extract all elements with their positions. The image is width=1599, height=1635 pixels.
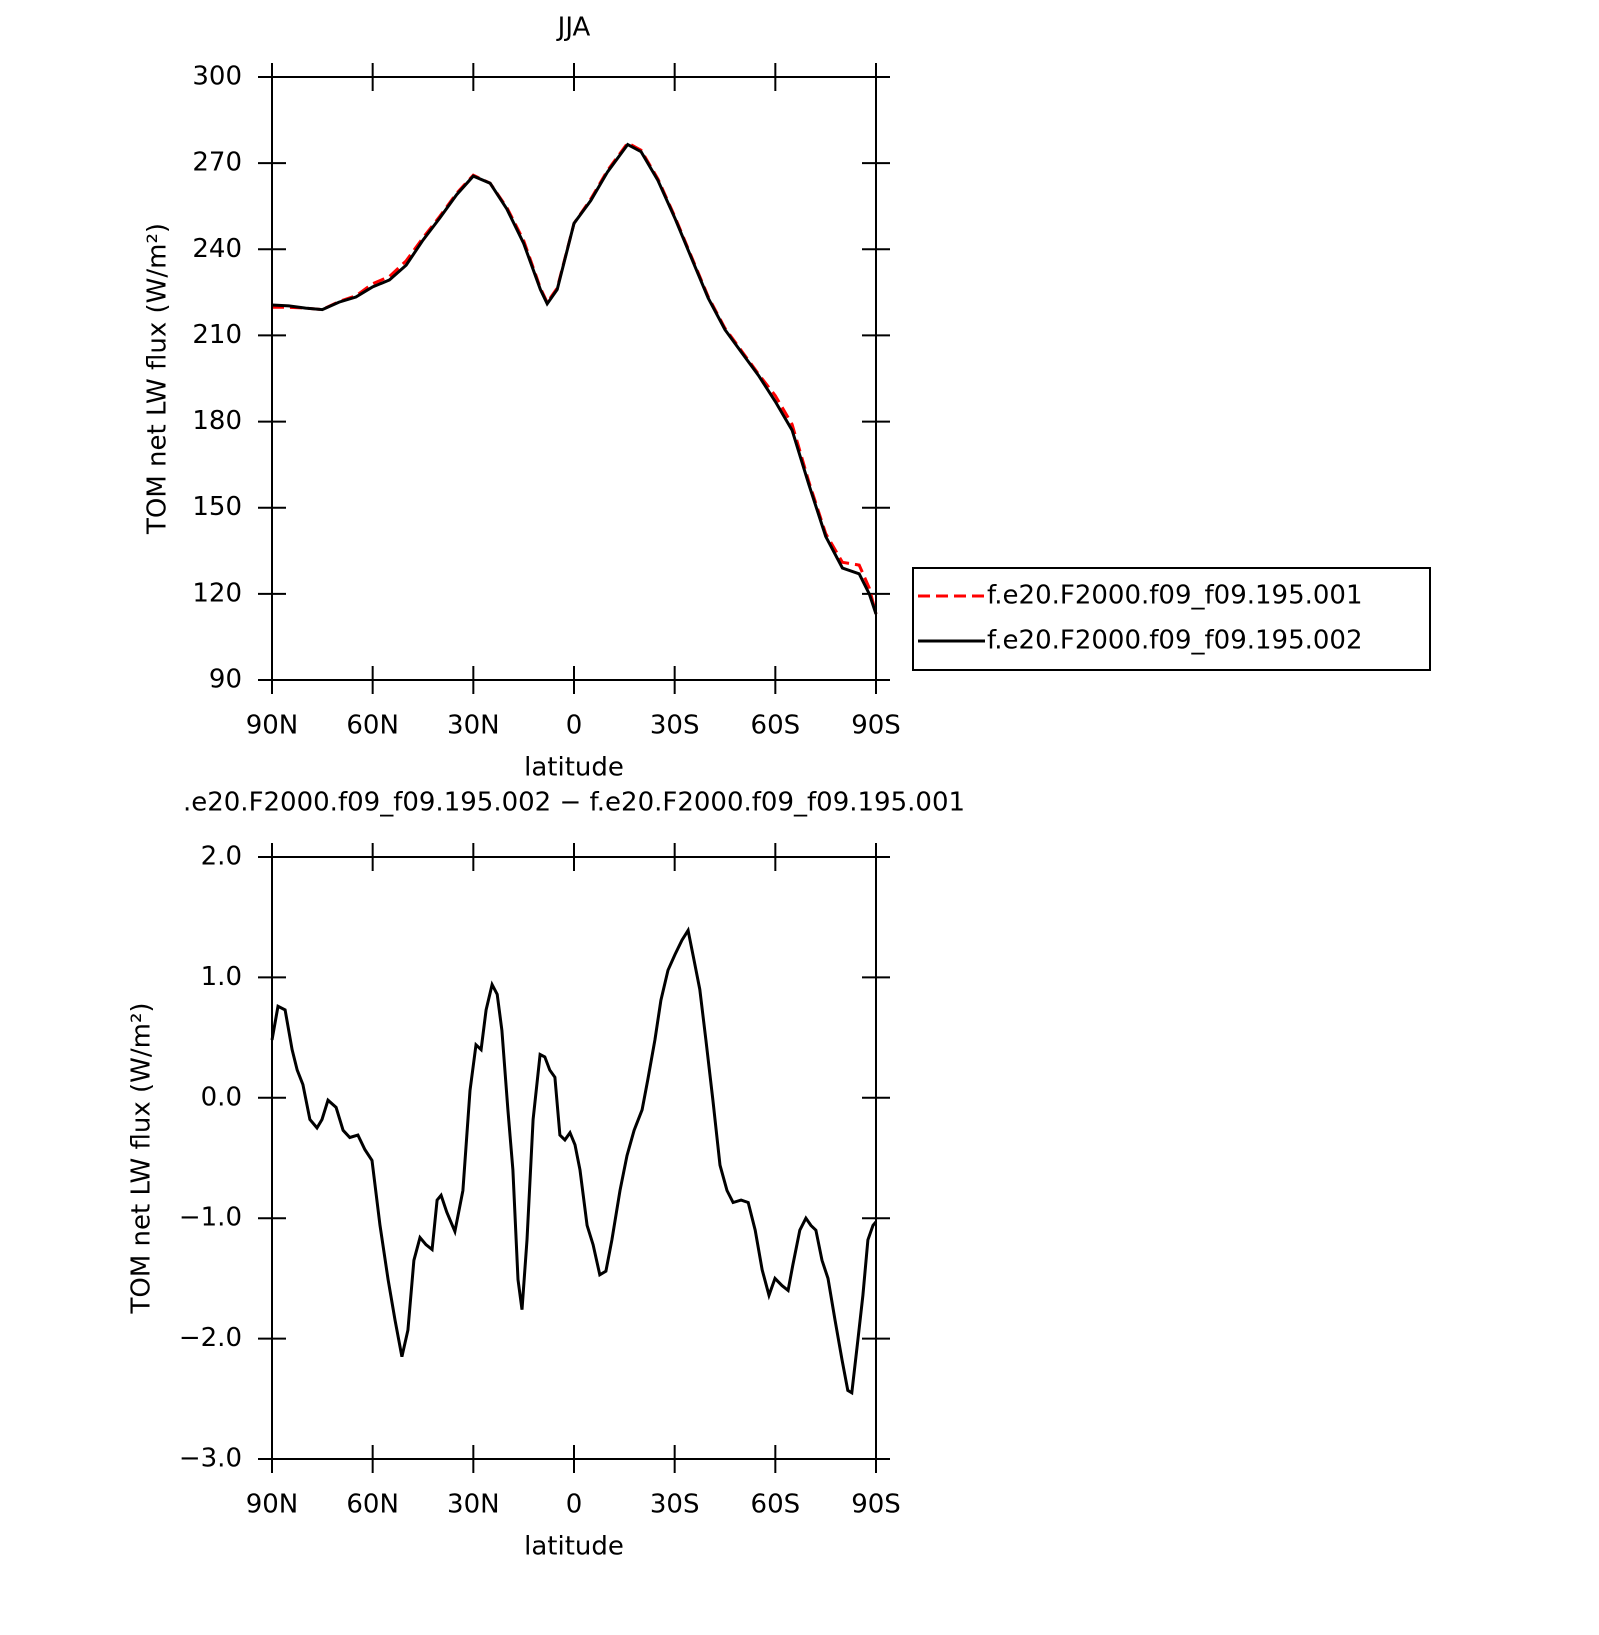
y-tick-label: 300 <box>192 62 242 92</box>
plot-frame <box>271 76 877 681</box>
y-tick-label: 90 <box>209 665 242 695</box>
series-line <box>272 141 878 615</box>
x-tick-label: 30S <box>650 711 700 741</box>
legend-label: f.e20.F2000.f09_f09.195.001 <box>987 581 1363 611</box>
y-tick-label: −1.0 <box>179 1203 242 1233</box>
x-axis-label: latitude <box>524 1532 624 1562</box>
y-tick-label: 240 <box>192 234 242 264</box>
y-tick-label: 150 <box>192 492 242 522</box>
x-tick-label: 90S <box>851 1490 901 1520</box>
x-tick-label: 60S <box>751 1490 801 1520</box>
x-tick-label: 30N <box>447 711 500 741</box>
plot-frame <box>271 856 877 1460</box>
y-tick-label: 2.0 <box>201 842 242 872</box>
x-tick-label: 0 <box>566 711 583 741</box>
series-line <box>271 142 878 615</box>
legend-label: f.e20.F2000.f09_f09.195.002 <box>987 626 1363 656</box>
x-tick-label: 90S <box>851 711 901 741</box>
y-tick-label: 210 <box>192 320 242 350</box>
series-line <box>270 926 878 1396</box>
x-tick-label: 60N <box>346 711 399 741</box>
x-tick-label: 30S <box>650 1490 700 1520</box>
x-tick-label: 90N <box>246 711 299 741</box>
x-tick-label: 0 <box>566 1490 583 1520</box>
x-tick-label: 90N <box>246 1490 299 1520</box>
legend-box <box>912 567 1431 671</box>
y-axis-label: TOM net LW flux (W/m²) <box>143 223 173 535</box>
chart-title: .e20.F2000.f09_f09.195.002 − f.e20.F2000… <box>183 788 965 818</box>
x-tick-label: 30N <box>447 1490 500 1520</box>
y-axis-label: TOM net LW flux (W/m²) <box>127 1002 157 1314</box>
y-tick-label: −2.0 <box>179 1323 242 1353</box>
chart-title: JJA <box>556 13 591 43</box>
y-tick-label: 180 <box>192 406 242 436</box>
x-axis-label: latitude <box>524 753 624 783</box>
x-tick-label: 60S <box>751 711 801 741</box>
y-tick-label: −3.0 <box>179 1444 242 1474</box>
y-tick-label: 0.0 <box>201 1082 242 1112</box>
y-tick-label: 120 <box>192 578 242 608</box>
y-tick-label: 270 <box>192 148 242 178</box>
x-tick-label: 60N <box>346 1490 399 1520</box>
y-tick-label: 1.0 <box>201 962 242 992</box>
